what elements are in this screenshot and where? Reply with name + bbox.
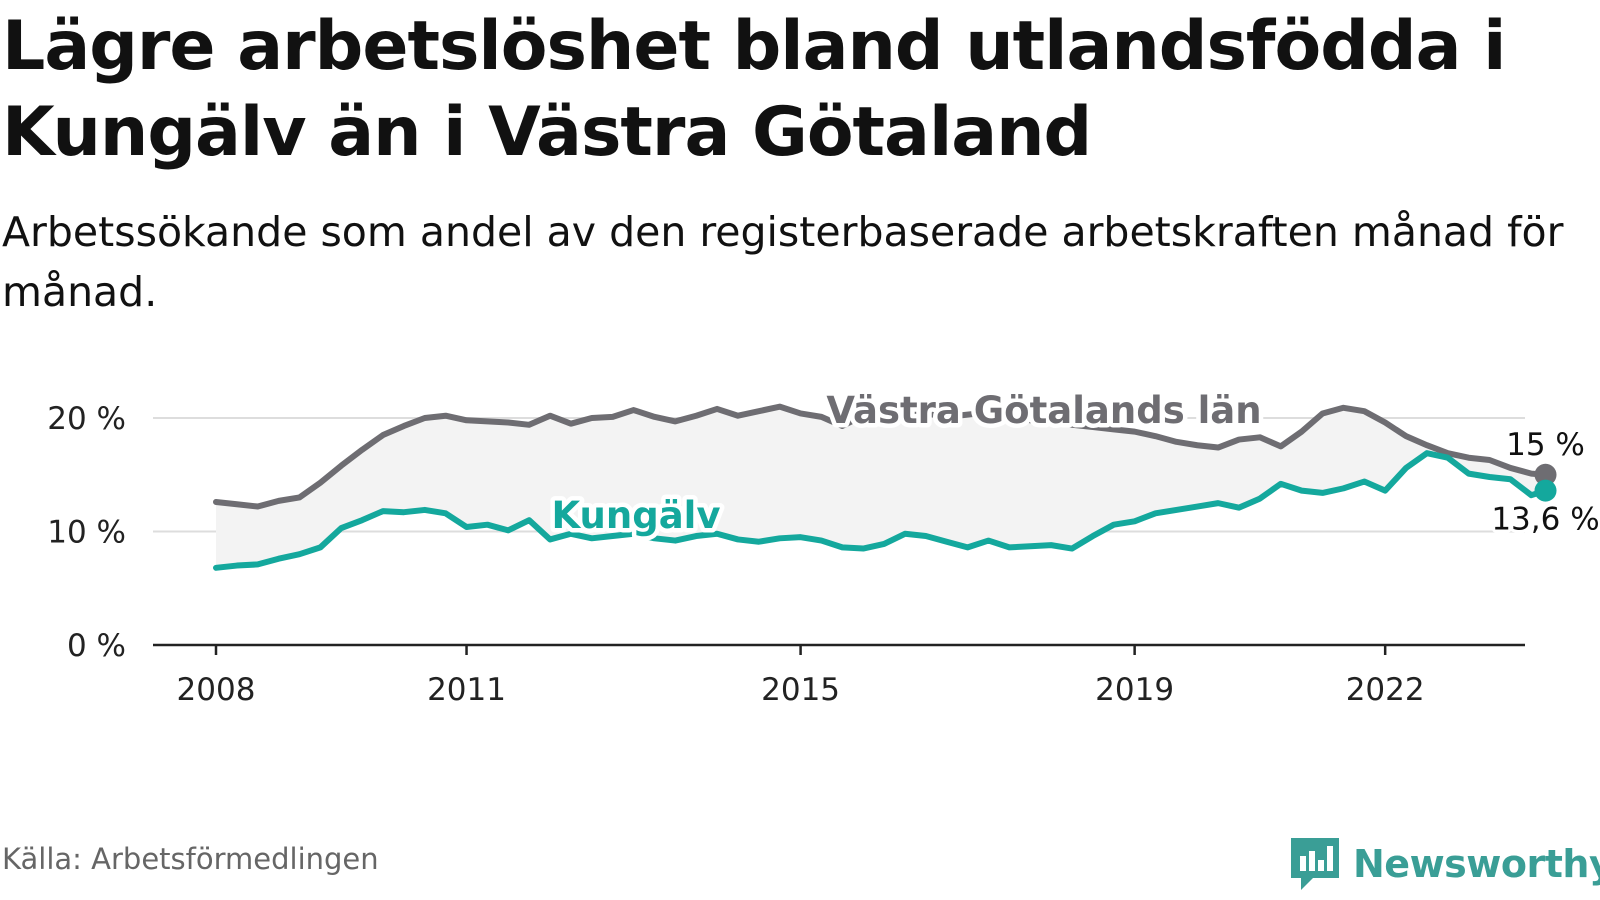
x-tick-label: 2022	[1346, 672, 1425, 708]
y-tick-label: 20 %	[47, 401, 126, 437]
line-chart: 0 % 10 % 20 % 2008 2011 2015 2019 2022 Västra Gö…	[47, 385, 1600, 709]
end-point-kungalv	[1534, 479, 1557, 502]
x-tick-label: 2008	[177, 672, 256, 708]
y-tick-label: 0 %	[67, 628, 126, 664]
brand-name: Newsworthy	[1353, 842, 1600, 886]
gap-area	[216, 406, 1546, 568]
x-tick-label: 2015	[761, 672, 840, 708]
x-tick-label: 2019	[1095, 672, 1174, 708]
end-label-kungalv: 13,6 %	[1491, 502, 1599, 538]
newsworthy-logo[interactable]: Newsworthy	[1291, 838, 1600, 890]
series-label-kungalv: Kungälv	[552, 494, 721, 537]
end-point-vastra-gotaland	[1534, 463, 1557, 486]
series-line-vastra-gotaland	[213, 403, 1549, 510]
series-label-vastra-gotaland: Västra Götalands län	[826, 389, 1261, 432]
chart-title: Lägre arbetslöshet bland utlandsfödda i …	[2, 7, 1506, 172]
x-tick-label: 2011	[427, 672, 506, 708]
end-label-vastra-gotaland: 15 %	[1506, 427, 1585, 463]
y-tick-label: 10 %	[47, 515, 126, 551]
source-credit: Källa: Arbetsförmedlingen	[2, 842, 379, 876]
series-line-kungalv	[213, 450, 1549, 571]
chart-subtitle: Arbetssökande som andel av den registerb…	[2, 208, 1564, 316]
newsworthy-logo-icon	[1291, 838, 1339, 890]
